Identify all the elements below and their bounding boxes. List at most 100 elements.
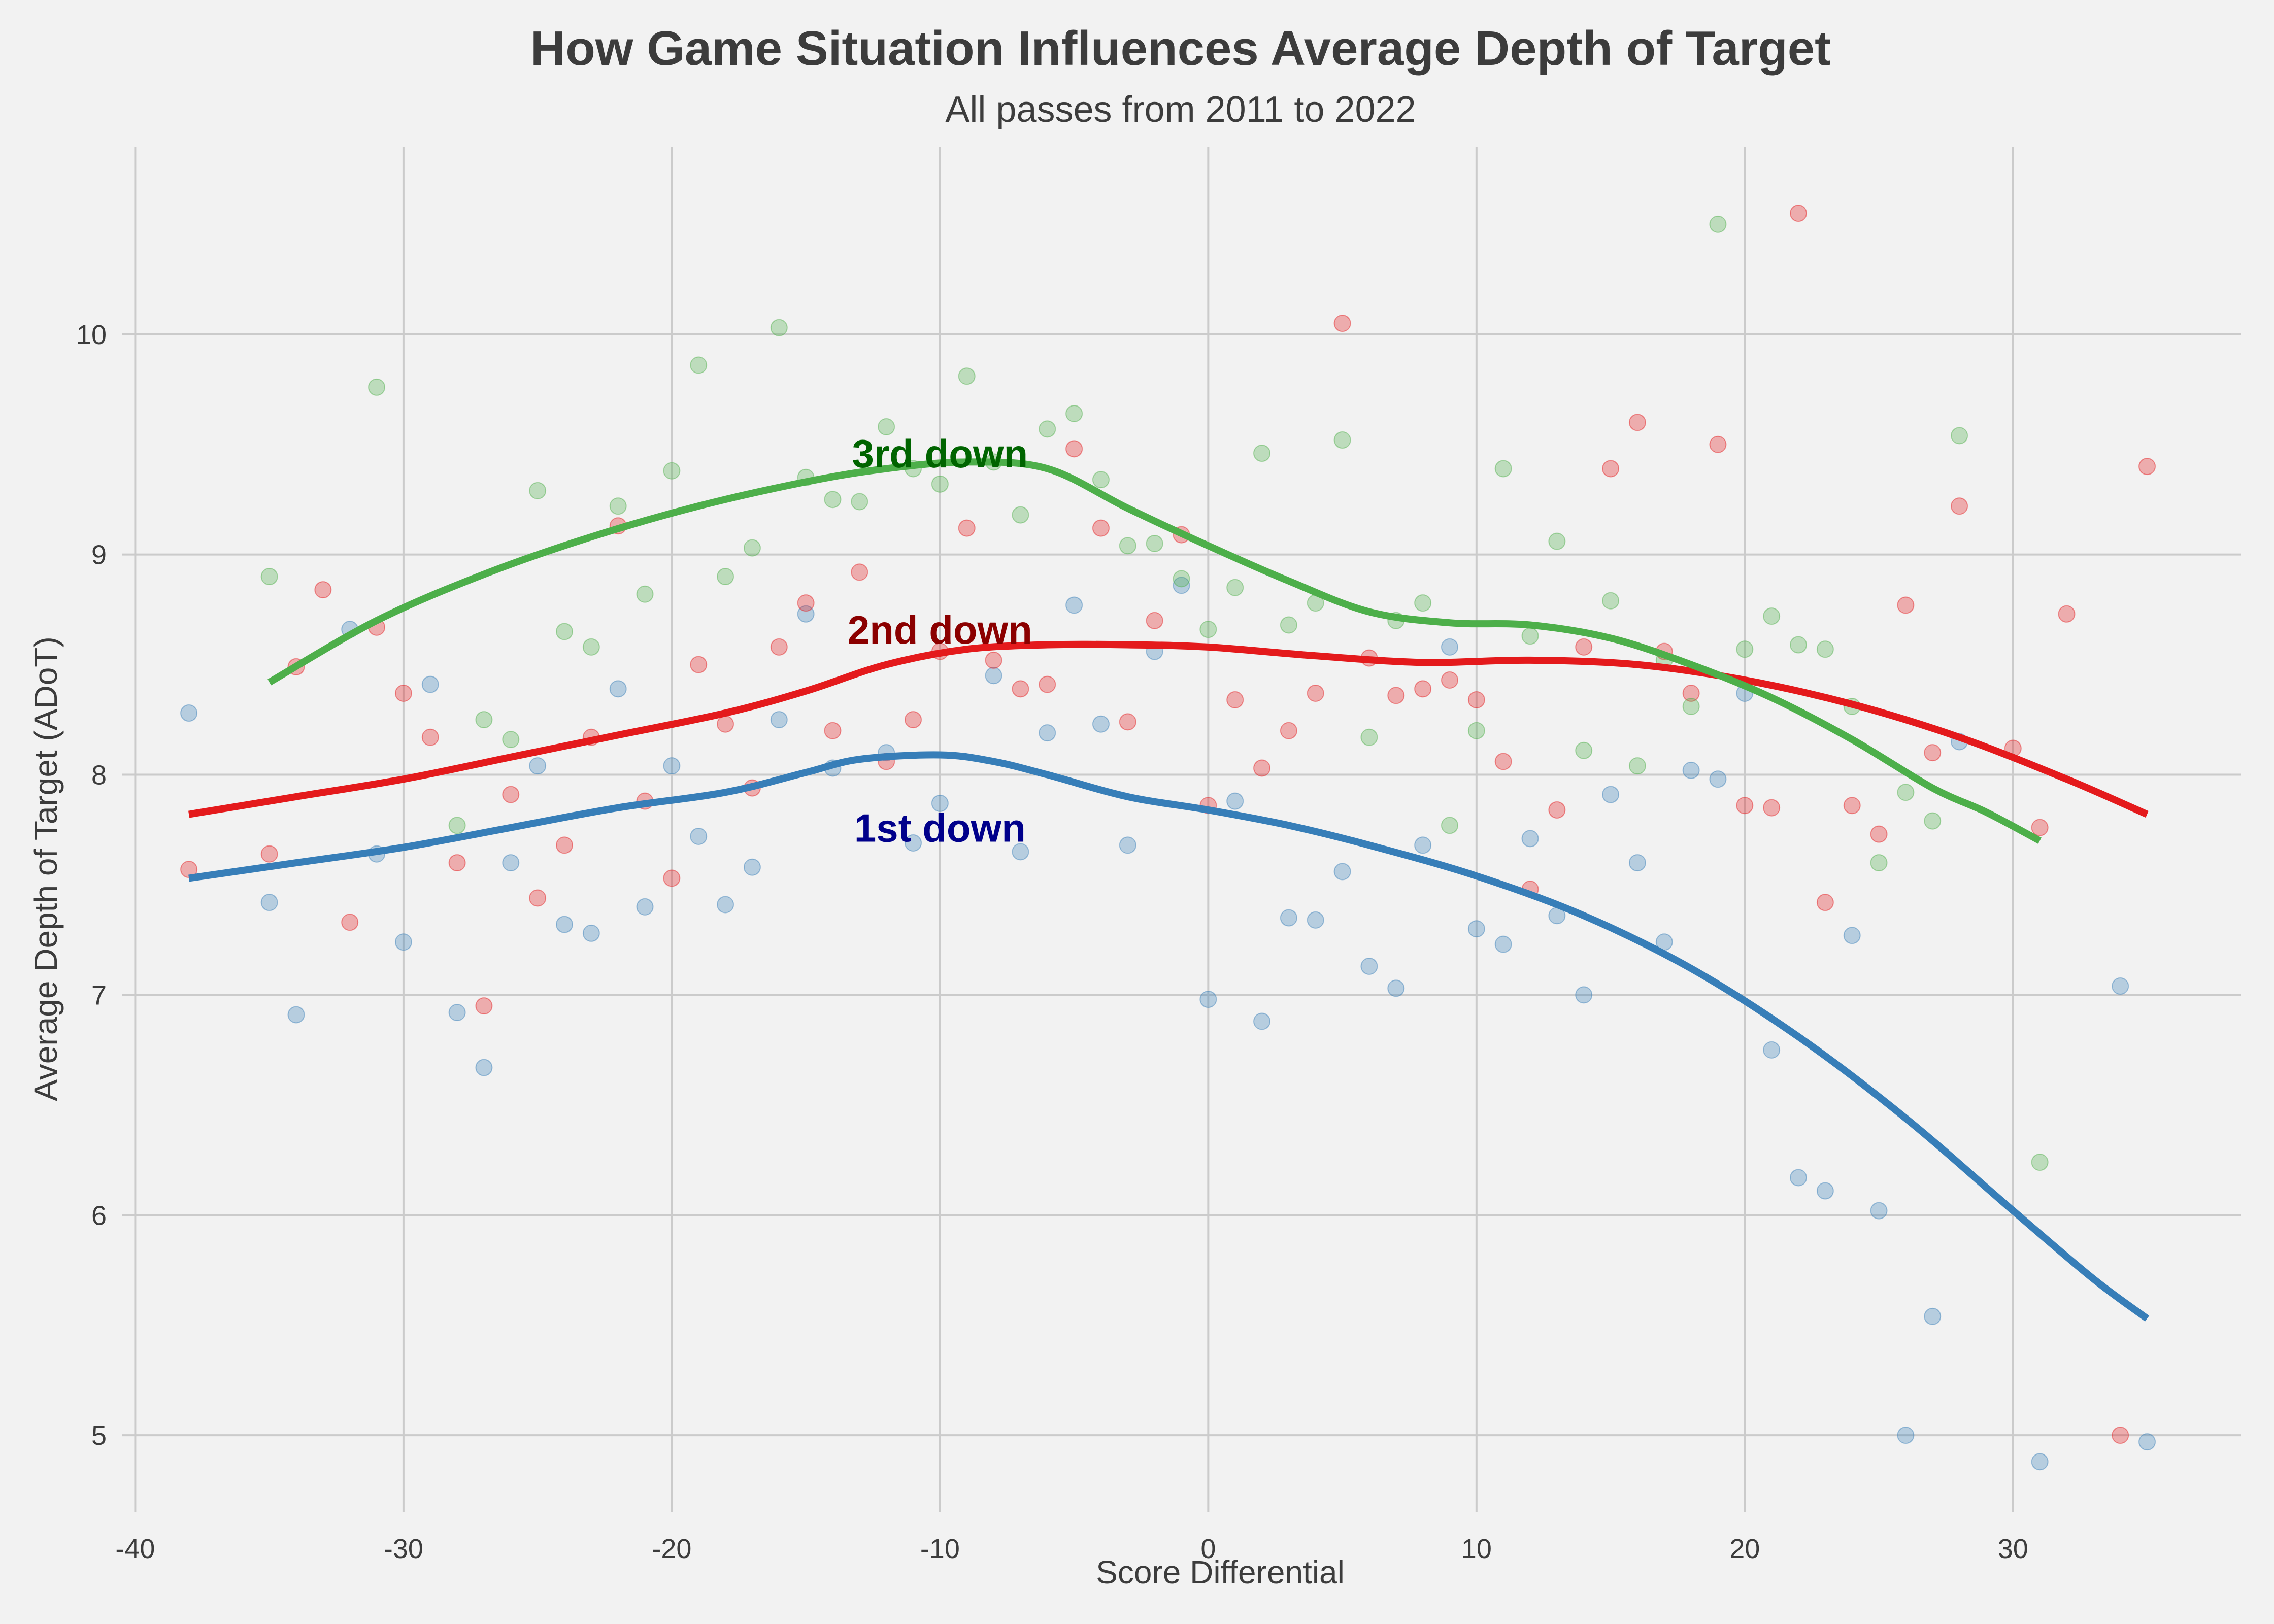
point-2nd-down bbox=[1414, 680, 1432, 698]
series-label-3rd-down: 3rd down bbox=[852, 431, 1028, 476]
point-3rd-down bbox=[448, 817, 466, 834]
point-2nd-down bbox=[1628, 414, 1646, 431]
x-tick-label: -30 bbox=[384, 1534, 423, 1564]
point-2nd-down bbox=[421, 728, 439, 746]
point-3rd-down bbox=[1763, 607, 1781, 625]
point-1st-down bbox=[1441, 638, 1458, 656]
point-3rd-down bbox=[1816, 640, 1834, 658]
point-1st-down bbox=[1494, 935, 1512, 953]
point-2nd-down bbox=[1065, 440, 1083, 458]
point-3rd-down bbox=[1602, 592, 1620, 610]
point-3rd-down bbox=[743, 539, 761, 557]
point-3rd-down bbox=[1736, 640, 1754, 658]
point-3rd-down bbox=[1709, 215, 1727, 233]
point-1st-down bbox=[985, 667, 1002, 685]
point-1st-down bbox=[1467, 920, 1485, 938]
point-1st-down bbox=[421, 675, 439, 693]
point-3rd-down bbox=[878, 418, 895, 436]
point-2nd-down bbox=[1280, 722, 1297, 739]
point-3rd-down bbox=[529, 482, 547, 499]
point-2nd-down bbox=[1146, 612, 1163, 629]
x-tick-label: -20 bbox=[652, 1534, 691, 1564]
point-2nd-down bbox=[475, 997, 493, 1015]
point-3rd-down bbox=[368, 378, 386, 396]
point-2nd-down bbox=[448, 854, 466, 872]
x-tick-label: 30 bbox=[1998, 1534, 2028, 1564]
point-1st-down bbox=[394, 933, 412, 951]
x-tick-label: 10 bbox=[1461, 1534, 1492, 1564]
point-1st-down bbox=[260, 894, 278, 911]
y-axis-label: Average Depth of Target (ADoT) bbox=[27, 636, 64, 1101]
point-3rd-down bbox=[1467, 722, 1485, 739]
point-3rd-down bbox=[1441, 817, 1458, 834]
point-1st-down bbox=[1709, 770, 1727, 788]
point-2nd-down bbox=[1763, 799, 1781, 817]
point-1st-down bbox=[797, 605, 815, 623]
point-2nd-down bbox=[1682, 685, 1700, 702]
point-2nd-down bbox=[1119, 713, 1136, 731]
point-1st-down bbox=[1012, 843, 1029, 861]
point-3rd-down bbox=[1414, 594, 1432, 612]
point-3rd-down bbox=[1065, 404, 1083, 422]
point-3rd-down bbox=[502, 731, 520, 749]
point-1st-down bbox=[2138, 1433, 2156, 1451]
point-2nd-down bbox=[1092, 519, 1110, 537]
point-1st-down bbox=[1333, 863, 1351, 881]
x-tick-label: -40 bbox=[115, 1534, 155, 1564]
point-3rd-down bbox=[1092, 471, 1110, 489]
point-1st-down bbox=[1307, 911, 1324, 929]
point-2nd-down bbox=[958, 519, 976, 537]
trend-lines bbox=[188, 458, 2150, 1322]
point-1st-down bbox=[690, 828, 708, 845]
point-3rd-down bbox=[1682, 698, 1700, 716]
point-2nd-down bbox=[663, 869, 681, 887]
point-2nd-down bbox=[529, 889, 547, 907]
point-1st-down bbox=[180, 704, 198, 722]
x-tick-label: 0 bbox=[1200, 1534, 1216, 1564]
chart-title: How Game Situation Influences Average De… bbox=[530, 21, 1831, 76]
point-1st-down bbox=[1253, 1012, 1271, 1030]
point-3rd-down bbox=[1870, 854, 1888, 872]
point-2nd-down bbox=[985, 651, 1002, 669]
y-tick-label: 9 bbox=[91, 540, 107, 570]
point-2nd-down bbox=[1012, 680, 1029, 698]
point-3rd-down bbox=[475, 711, 493, 729]
point-2nd-down bbox=[1226, 691, 1244, 709]
point-1st-down bbox=[448, 1004, 466, 1022]
point-3rd-down bbox=[582, 638, 600, 656]
point-1st-down bbox=[1360, 958, 1378, 975]
point-1st-down bbox=[931, 794, 949, 812]
point-2nd-down bbox=[1333, 315, 1351, 332]
point-2nd-down bbox=[502, 786, 520, 803]
point-1st-down bbox=[1682, 761, 1700, 779]
point-1st-down bbox=[1521, 830, 1539, 848]
point-3rd-down bbox=[1173, 570, 1190, 588]
point-2nd-down bbox=[1924, 744, 1942, 762]
point-3rd-down bbox=[2031, 1154, 2049, 1171]
point-1st-down bbox=[1199, 991, 1217, 1008]
point-2nd-down bbox=[797, 594, 815, 612]
point-3rd-down bbox=[1575, 741, 1593, 759]
point-2nd-down bbox=[1548, 801, 1566, 819]
series-labels: 1st down 2nd down 3rd down bbox=[848, 431, 1032, 851]
y-tick-label: 8 bbox=[91, 760, 107, 791]
point-1st-down bbox=[1816, 1182, 1834, 1200]
grid bbox=[122, 147, 2241, 1512]
point-1st-down bbox=[609, 680, 627, 698]
point-3rd-down bbox=[1360, 728, 1378, 746]
point-3rd-down bbox=[1924, 812, 1942, 830]
point-1st-down bbox=[1763, 1041, 1781, 1059]
point-1st-down bbox=[2031, 1453, 2049, 1471]
y-tick-label: 5 bbox=[91, 1420, 107, 1451]
point-1st-down bbox=[1280, 909, 1297, 927]
point-3rd-down bbox=[1951, 427, 1968, 445]
point-3rd-down bbox=[1628, 757, 1646, 775]
point-1st-down bbox=[1387, 979, 1405, 997]
point-2nd-down bbox=[1307, 685, 1324, 702]
x-tick-label: -10 bbox=[920, 1534, 960, 1564]
point-3rd-down bbox=[1333, 431, 1351, 449]
point-1st-down bbox=[582, 924, 600, 942]
point-2nd-down bbox=[824, 722, 842, 739]
point-1st-down bbox=[770, 711, 788, 729]
